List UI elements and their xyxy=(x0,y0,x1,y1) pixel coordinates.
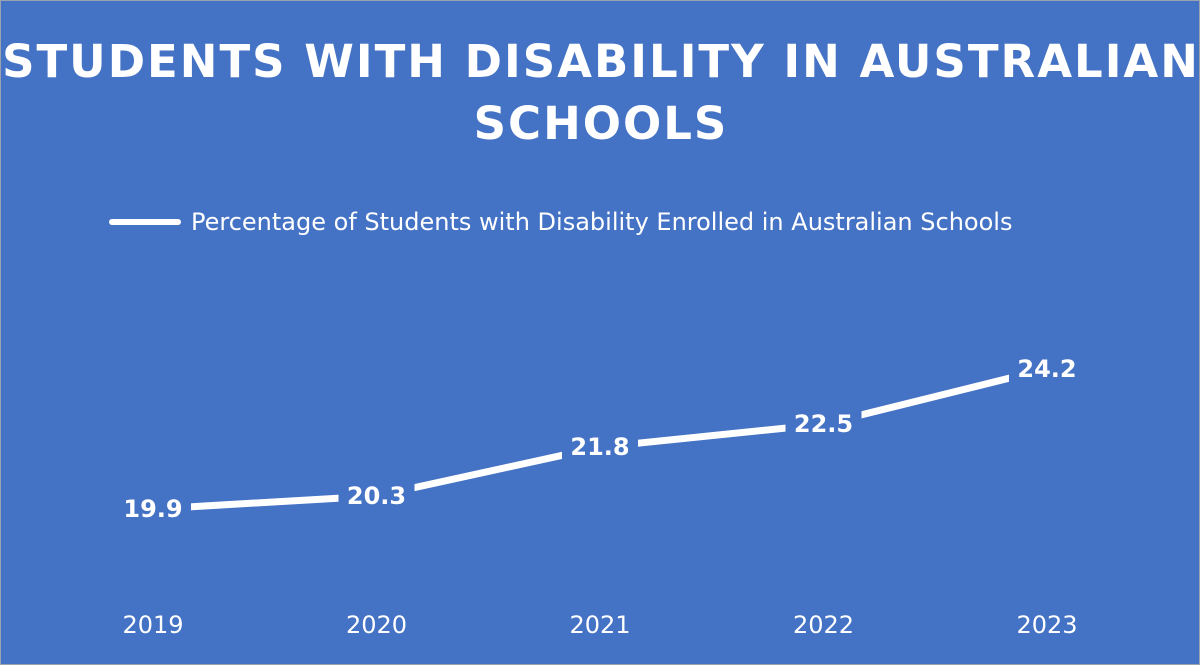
x-axis-labels: 2019 2020 2021 2022 2023 xyxy=(122,611,1077,639)
data-label-backing xyxy=(115,491,191,525)
data-label-backing xyxy=(562,429,638,464)
x-axis-label: 2020 xyxy=(346,611,407,639)
data-label: 22.5 xyxy=(794,410,853,438)
data-label-backing xyxy=(338,477,415,512)
data-label-backing xyxy=(785,406,862,441)
legend-label: Percentage of Students with Disability E… xyxy=(191,208,1013,236)
x-axis-label: 2019 xyxy=(122,611,183,639)
x-axis-label: 2023 xyxy=(1016,611,1077,639)
chart-title: STUDENTS WITH DISABILITY IN AUSTRALIAN S… xyxy=(2,35,1200,150)
drop-lines xyxy=(152,396,1048,576)
x-axis-label: 2021 xyxy=(569,611,630,639)
data-label: 20.3 xyxy=(347,482,406,510)
legend-line-swatch xyxy=(109,219,181,225)
data-label: 24.2 xyxy=(1017,355,1076,383)
data-labels: 19.9 20.3 21.8 22.5 24.2 xyxy=(115,350,1085,525)
legend: Percentage of Students with Disability E… xyxy=(109,204,1012,240)
data-label-backing xyxy=(1009,350,1085,385)
data-label: 21.8 xyxy=(570,433,629,461)
data-label: 19.9 xyxy=(123,495,182,523)
x-axis-label: 2022 xyxy=(793,611,854,639)
